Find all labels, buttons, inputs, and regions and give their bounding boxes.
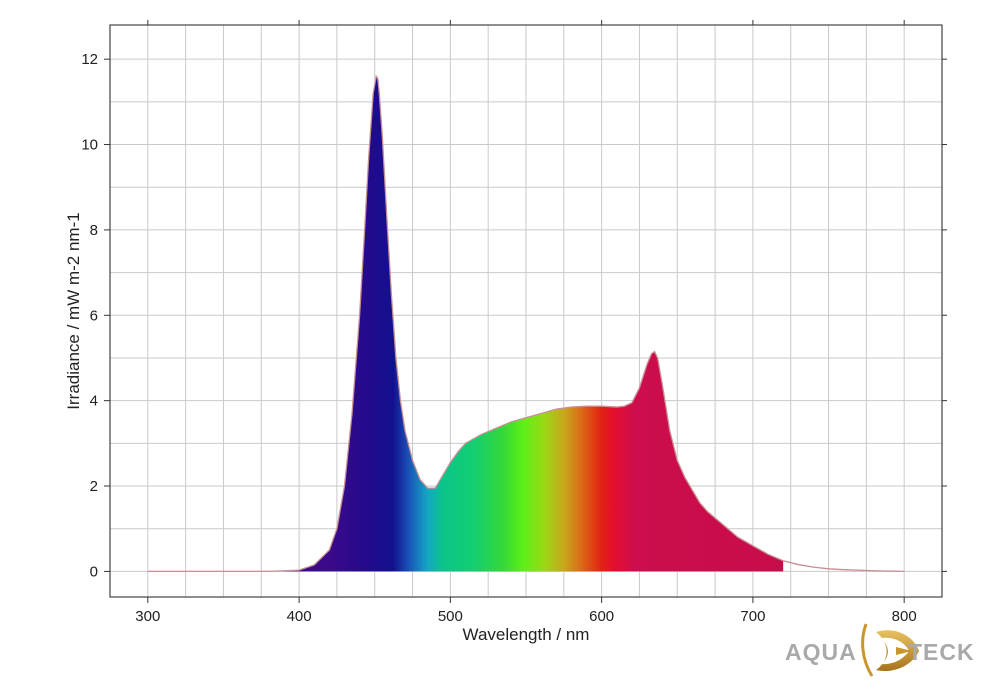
spectrum-line: [147, 74, 905, 573]
logo-text-right: TECK: [908, 639, 975, 665]
fish-emblem-icon: [861, 623, 919, 677]
x-tick-label: 300: [135, 608, 160, 625]
x-tick-label: 700: [740, 608, 765, 625]
y-axis-title: Irradiance / mW m-2 nm-1: [64, 212, 83, 409]
x-axis-title: Wavelength / nm: [463, 625, 590, 644]
spectrum-fill-area: [147, 76, 784, 572]
tick-labels: 300 400 500 600 700 800 0 2 4 6 8 10 12: [81, 51, 916, 625]
plot-frame: [109, 24, 943, 598]
axis-ticks: [104, 20, 947, 603]
x-tick-label: 600: [589, 608, 614, 625]
logo-text-left: AQUA: [785, 639, 857, 665]
y-tick-label: 10: [81, 137, 98, 154]
aquateck-logo: AQUA TECK: [785, 623, 975, 677]
y-tick-label: 8: [90, 222, 98, 239]
x-tick-label: 800: [892, 608, 917, 625]
y-tick-label: 0: [90, 563, 98, 580]
y-tick-label: 4: [90, 393, 98, 410]
y-tick-label: 12: [81, 51, 98, 68]
x-tick-label: 500: [438, 608, 463, 625]
y-tick-label: 6: [90, 307, 98, 324]
series-layer: [147, 74, 905, 573]
y-tick-label: 2: [90, 478, 98, 495]
x-tick-label: 400: [287, 608, 312, 625]
